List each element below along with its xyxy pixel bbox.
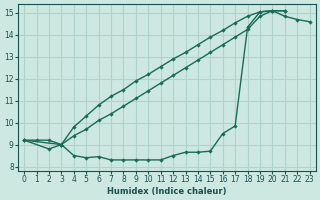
X-axis label: Humidex (Indice chaleur): Humidex (Indice chaleur): [107, 187, 227, 196]
